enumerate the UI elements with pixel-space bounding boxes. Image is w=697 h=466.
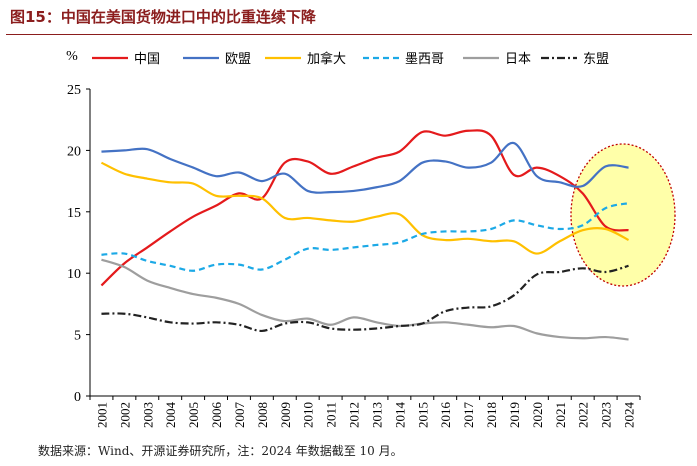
legend-label-0: 中国 xyxy=(134,51,160,66)
x-tick-label: 2011 xyxy=(324,402,339,428)
x-tick-label: 2019 xyxy=(507,402,522,428)
x-tick-label: 2014 xyxy=(392,402,407,429)
series-line-4 xyxy=(101,258,629,341)
x-tick-label: 2024 xyxy=(622,402,637,429)
x-tick-label: 2022 xyxy=(576,402,591,428)
x-tick-label: 2005 xyxy=(186,402,201,428)
legend-label-3: 墨西哥 xyxy=(405,51,444,66)
legend-label-5: 东盟 xyxy=(583,51,609,66)
x-tick-label: 2007 xyxy=(232,402,247,429)
x-tick-label: 2013 xyxy=(369,402,384,428)
series-line-5 xyxy=(101,264,629,333)
x-tick-label: 2008 xyxy=(255,402,270,428)
y-axis-unit: % xyxy=(66,49,78,64)
x-tick-label: 2016 xyxy=(438,402,453,429)
y-tick-label: 20 xyxy=(67,144,81,159)
x-tick-label: 2010 xyxy=(301,402,316,428)
title-divider xyxy=(6,34,692,35)
y-tick-label: 25 xyxy=(67,83,81,98)
x-tick-label: 2002 xyxy=(117,402,132,428)
legend-label-1: 欧盟 xyxy=(225,51,251,66)
x-tick-label: 2017 xyxy=(461,402,476,429)
x-tick-label: 2021 xyxy=(553,402,568,428)
series-line-3 xyxy=(101,202,629,272)
series-line-0 xyxy=(100,129,629,287)
x-tick-label: 2012 xyxy=(347,402,362,428)
chart-title: 图15：中国在美国货物进口中的比重连续下降 xyxy=(10,8,316,26)
y-tick-label: 10 xyxy=(67,267,81,282)
highlight-ellipse xyxy=(570,143,676,287)
source-note: 数据来源：Wind、开源证券研究所，注：2024 年数据截至 10 月。 xyxy=(38,444,403,458)
x-tick-label: 2001 xyxy=(94,402,109,428)
y-tick-label: 15 xyxy=(67,206,81,221)
legend-label-2: 加拿大 xyxy=(307,51,346,66)
x-tick-label: 2020 xyxy=(530,402,545,428)
x-tick-label: 2018 xyxy=(484,402,499,428)
y-tick-label: 0 xyxy=(74,390,81,405)
x-tick-label: 2023 xyxy=(599,402,614,428)
series-line-2 xyxy=(100,161,630,255)
x-tick-label: 2015 xyxy=(415,402,430,428)
legend-label-4: 日本 xyxy=(505,51,531,66)
x-tick-label: 2009 xyxy=(278,402,293,428)
x-tick-label: 2006 xyxy=(209,402,224,429)
x-tick-label: 2004 xyxy=(163,402,178,429)
y-tick-label: 5 xyxy=(74,329,81,344)
series-line-1 xyxy=(101,141,629,194)
x-tick-label: 2003 xyxy=(140,402,155,428)
